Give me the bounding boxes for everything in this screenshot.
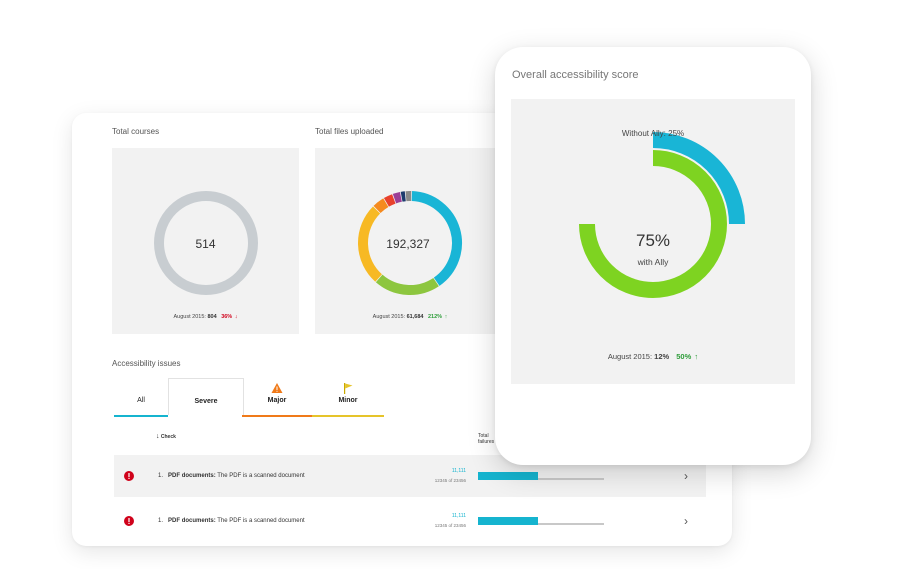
row-count: 11,111 [451,513,466,519]
total-files-title: Total files uploaded [315,127,384,136]
without-ally-label: Without Ally: 25% [621,129,685,138]
total-files-value: 192,327 [386,237,430,251]
total-files-panel: 192,327 August 2015: 61,684 212% ↑ [315,148,505,334]
score-donut [579,132,745,298]
tab-minor-label: Minor [338,397,358,404]
row-index: 1. [158,473,164,479]
severe-error-icon [124,516,134,526]
chevron-right-icon[interactable]: › [684,514,688,528]
files-donut-segment-2 [358,206,383,282]
score-subtitle: with Ally [637,257,669,267]
files-foot-change: 212% [427,314,443,320]
total-courses-panel: 514 August 2015: 804 36% ↓ [112,148,299,334]
courses-ring [154,191,258,295]
row-type: PDF documents: [168,518,216,524]
tab-severe-label: Severe [194,398,218,405]
score-foot-prefix: August 2015: [607,352,653,361]
score-card-title: Overall accessibility score [512,69,639,81]
row-description: 1. PDF documents: The PDF is a scanned d… [158,518,305,524]
tab-all[interactable]: All [114,381,168,417]
tab-major-label: Major [267,397,287,404]
arrow-down-icon: ↓ [234,314,238,320]
tab-major[interactable]: Major [242,381,312,417]
accessibility-issues-title: Accessibility issues [112,359,181,368]
row-bar-track [478,478,604,480]
flag-icon [344,383,353,394]
score-value: 75% [635,231,671,250]
total-courses-title: Total courses [112,127,160,136]
row-bar-fill [478,517,539,525]
without-ally-arc [652,132,745,225]
chevron-right-icon[interactable]: › [684,469,688,483]
row-sub: 12345 of 23456 [434,523,466,528]
total-courses-donut [154,191,258,295]
total-courses-foot: August 2015: 804 36% ↓ [112,314,299,320]
courses-foot-prefix: August 2015: [173,314,206,320]
courses-foot-value: 804 [207,314,217,320]
warning-triangle-icon [271,383,283,393]
severe-error-icon [124,471,134,481]
files-foot-prefix: August 2015: [372,314,406,320]
check-column-header[interactable]: ↓ Check [156,433,176,440]
total-failures-label-2: failures [478,439,495,445]
row-text: The PDF is a scanned document [217,518,305,524]
score-panel: Without Ally: 25% 75% with Ally August 2… [511,99,795,384]
severity-tabs: All Severe Major Minor [114,378,384,417]
tab-all-label: All [137,397,145,404]
arrow-up-icon: ↑ [444,314,448,320]
accessibility-score-card: Overall accessibility score Without Ally… [495,47,811,465]
files-donut-segment-4 [383,194,396,207]
files-donut-segment-3 [373,198,389,214]
total-courses-value: 514 [195,237,216,251]
courses-foot-change: 36% [221,314,233,320]
arrow-down-sort-icon: ↓ [156,433,160,440]
row-type: PDF documents: [168,473,216,479]
total-files-foot: August 2015: 61,684 212% ↑ [315,314,505,320]
total-failures-label-1: Total [478,433,489,439]
arrow-up-icon: ↑ [694,352,699,361]
row-text: The PDF is a scanned document [217,473,305,479]
score-foot: August 2015: 12% 50% ↑ [511,352,795,361]
row-bar-fill [478,472,539,480]
table-row[interactable]: 1. PDF documents: The PDF is a scanned d… [114,500,706,542]
files-donut-segment-5 [392,191,402,204]
total-failures-header: Total failures [478,433,494,445]
files-donut-segment-1 [375,274,439,295]
score-foot-change: 50% [676,352,692,361]
with-ally-arc [579,150,727,298]
files-donut-segment-0 [411,191,462,286]
score-foot-value: 12% [654,352,670,361]
files-donut-segment-6 [400,191,406,202]
row-sub: 12345 of 23456 [434,478,466,483]
row-bar-track [478,523,604,525]
tab-severe[interactable]: Severe [168,378,244,415]
check-column-label: Check [160,434,176,440]
row-description: 1. PDF documents: The PDF is a scanned d… [158,473,305,479]
files-foot-value: 61,684 [406,314,424,320]
total-files-donut [358,191,462,295]
row-count: 11,111 [451,468,466,474]
row-index: 1. [158,518,164,524]
tab-minor[interactable]: Minor [312,381,384,417]
